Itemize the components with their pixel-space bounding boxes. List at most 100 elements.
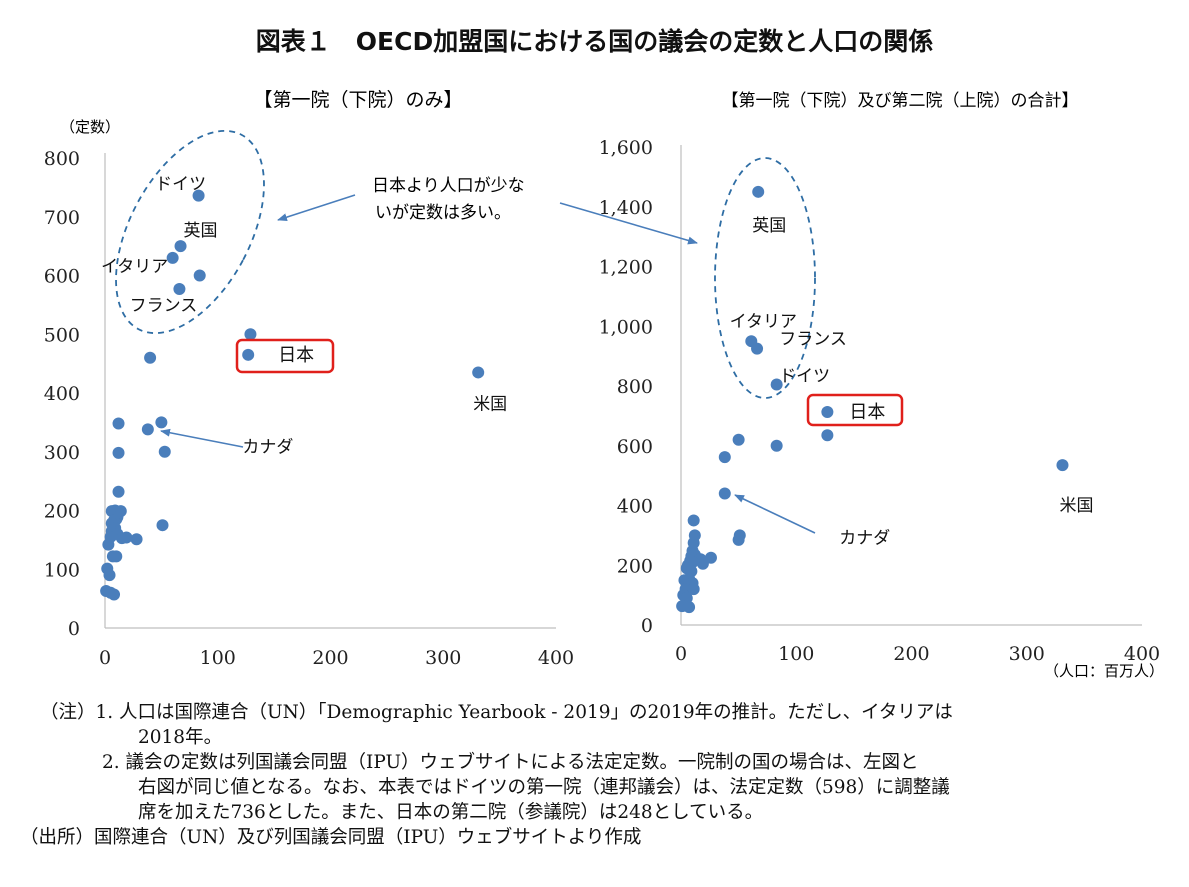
callout: 日本より人口が少な いが定数は多い。 xyxy=(277,176,698,245)
chart-right: 【第一院（下院）及び第二院（上院）の合計】 0 200 400 600 800 1,000… xyxy=(599,91,1164,680)
chart-left-point-label: イタリア xyxy=(101,257,168,277)
chart-right-point xyxy=(696,557,709,570)
chart-left-point xyxy=(156,519,169,532)
chart-right-y-tick-label: 1,000 xyxy=(599,316,653,338)
chart-right-point-label: 日本 xyxy=(849,402,885,423)
chart-right-xlabel: （人口：百万人） xyxy=(1044,662,1164,680)
chart-right-point xyxy=(821,429,834,442)
note-2-line-1: 2. 議会の定数は列国議会同盟（IPU）ウェブサイトによる法定定数。一院制の国の… xyxy=(102,752,919,773)
chart-right-point-label: カナダ xyxy=(839,529,890,549)
chart-right-y-tick-label: 400 xyxy=(617,496,653,518)
chart-left-x-ticks: 0 100 200 300 400 xyxy=(99,647,574,669)
chart-right-points xyxy=(676,185,1069,614)
chart-left-point xyxy=(155,416,168,429)
chart-right-point-日本 xyxy=(821,405,834,418)
note-2-line-3: 席を加えた736とした。また、日本の第二院（参議院）は248としている。 xyxy=(138,802,764,823)
chart-left-point-英国 xyxy=(174,240,187,253)
chart-left-point xyxy=(144,351,157,364)
chart-left-point xyxy=(102,538,115,551)
charts-canvas: 【第一院（下院）のみ】 （定数） 0 100 200 300 400 500 600 700 8… xyxy=(44,89,1164,680)
chart-left-point xyxy=(115,532,128,545)
chart-right-point-label: 米国 xyxy=(1059,496,1093,516)
chart-left-point-label: ドイツ xyxy=(155,175,206,195)
chart-right-y-tick-label: 1,200 xyxy=(599,257,653,279)
chart-right-group-ellipse xyxy=(714,157,816,399)
chart-left-y-tick-label: 200 xyxy=(44,501,80,523)
chart-right-point xyxy=(718,451,731,464)
chart-right-point-米国 xyxy=(1056,459,1069,472)
chart-left-point-フランス xyxy=(173,283,186,296)
chart-left-ylabel: （定数） xyxy=(60,118,120,136)
chart-left-y-tick-label: 600 xyxy=(44,266,80,288)
chart-right-point-ドイツ xyxy=(770,378,783,391)
chart-left-point-label: 日本 xyxy=(278,345,314,366)
source-note: （出所）国際連合（UN）及び列国議会同盟（IPU）ウェブサイトより作成 xyxy=(20,827,642,848)
chart-left-y-tick-label: 100 xyxy=(44,559,80,581)
chart-left-y-tick-label: 800 xyxy=(44,148,80,170)
chart-left-point xyxy=(103,569,116,582)
chart-left-title: 【第一院（下院）のみ】 xyxy=(253,89,462,111)
chart-right-point xyxy=(687,583,700,596)
chart-right-y-tick-label: 600 xyxy=(617,436,653,458)
chart-right-title: 【第一院（下院）及び第二院（上院）の合計】 xyxy=(722,91,1079,111)
note-2-line-2: 右図が同じ値となる。なお、本表ではドイツの第一院（連邦議会）は、法定定数（598… xyxy=(138,777,950,798)
chart-left-y-tick-label: 300 xyxy=(44,442,80,464)
chart-left-y-tick-label: 500 xyxy=(44,324,80,346)
callout-arrow-right xyxy=(559,202,698,245)
callout-arrow-left xyxy=(277,194,356,222)
chart-left-y-tick-label: 0 xyxy=(68,618,80,640)
chart-left-point xyxy=(104,586,117,599)
chart-left-point-label: カナダ xyxy=(242,437,293,457)
figure-title: 図表１ OECD加盟国における国の議会の定数と人口の関係 xyxy=(255,27,934,56)
chart-left: 【第一院（下院）のみ】 （定数） 0 100 200 300 400 500 600 700 8… xyxy=(44,89,574,669)
chart-right-point xyxy=(732,433,745,446)
chart-left-point-日本 xyxy=(242,348,255,361)
chart-left-japan-highlight xyxy=(235,338,335,374)
callout-line-1: 日本より人口が少な xyxy=(372,176,525,196)
note-1-line-2: 2018年。 xyxy=(138,727,223,748)
callout-line-2: いが定数は多い。 xyxy=(375,203,511,223)
chart-right-point-label: イタリア xyxy=(730,312,797,332)
chart-left-point xyxy=(244,328,257,341)
chart-right-x-tick-label: 200 xyxy=(893,643,929,665)
notes: （注）1. 人口は国際連合（UN）「Demographic Yearbook -… xyxy=(20,700,1180,850)
chart-left-y-tick-label: 700 xyxy=(44,207,80,229)
chart-right-y-tick-label: 1,400 xyxy=(599,197,653,219)
chart-left-x-tick-label: 100 xyxy=(200,647,236,669)
chart-right-x-tick-label: 400 xyxy=(1124,643,1160,665)
chart-right-point-label: フランス xyxy=(779,330,847,350)
chart-left-x-tick-label: 300 xyxy=(425,647,461,669)
chart-right-y-tick-label: 1,600 xyxy=(599,137,653,159)
chart-left-x-tick-label: 200 xyxy=(312,647,348,669)
chart-left-point-label: 英国 xyxy=(184,221,218,241)
chart-left-point xyxy=(112,417,125,430)
chart-right-y-tick-label: 800 xyxy=(617,376,653,398)
chart-right-x-tick-label: 100 xyxy=(778,643,814,665)
chart-left-point-ドイツ xyxy=(192,189,205,202)
chart-left-point-カナダ xyxy=(141,423,154,436)
chart-right-point-フランス xyxy=(751,342,764,355)
chart-right-y-ticks: 0 200 400 600 800 1,000 1,200 1,400 1,600 xyxy=(599,137,653,637)
chart-right-point-カナダ xyxy=(718,487,731,500)
chart-left-x-tick-label: 0 xyxy=(99,647,111,669)
chart-left-point xyxy=(158,445,171,458)
chart-right-point-label: 英国 xyxy=(752,216,786,236)
chart-left-point xyxy=(106,550,119,563)
chart-right-x-ticks: 0 100 200 300 400 xyxy=(675,643,1160,665)
chart-left-point xyxy=(193,269,206,282)
chart-right-x-tick-label: 0 xyxy=(675,643,687,665)
chart-left-x-tick-label: 400 xyxy=(538,647,574,669)
chart-left-group-ellipse xyxy=(115,129,265,335)
chart-right-point xyxy=(732,533,745,546)
chart-left-point xyxy=(112,485,125,498)
chart-left-point-米国 xyxy=(472,366,485,379)
chart-left-points xyxy=(100,189,485,601)
chart-right-y-tick-label: 200 xyxy=(617,555,653,577)
chart-right-japan-highlight xyxy=(806,393,904,427)
chart-left-y-ticks: 0 100 200 300 400 500 600 700 800 xyxy=(44,148,80,640)
chart-right-point-label: ドイツ xyxy=(779,367,830,387)
chart-left-point-label: フランス xyxy=(130,296,198,316)
chart-left-point xyxy=(130,533,143,546)
